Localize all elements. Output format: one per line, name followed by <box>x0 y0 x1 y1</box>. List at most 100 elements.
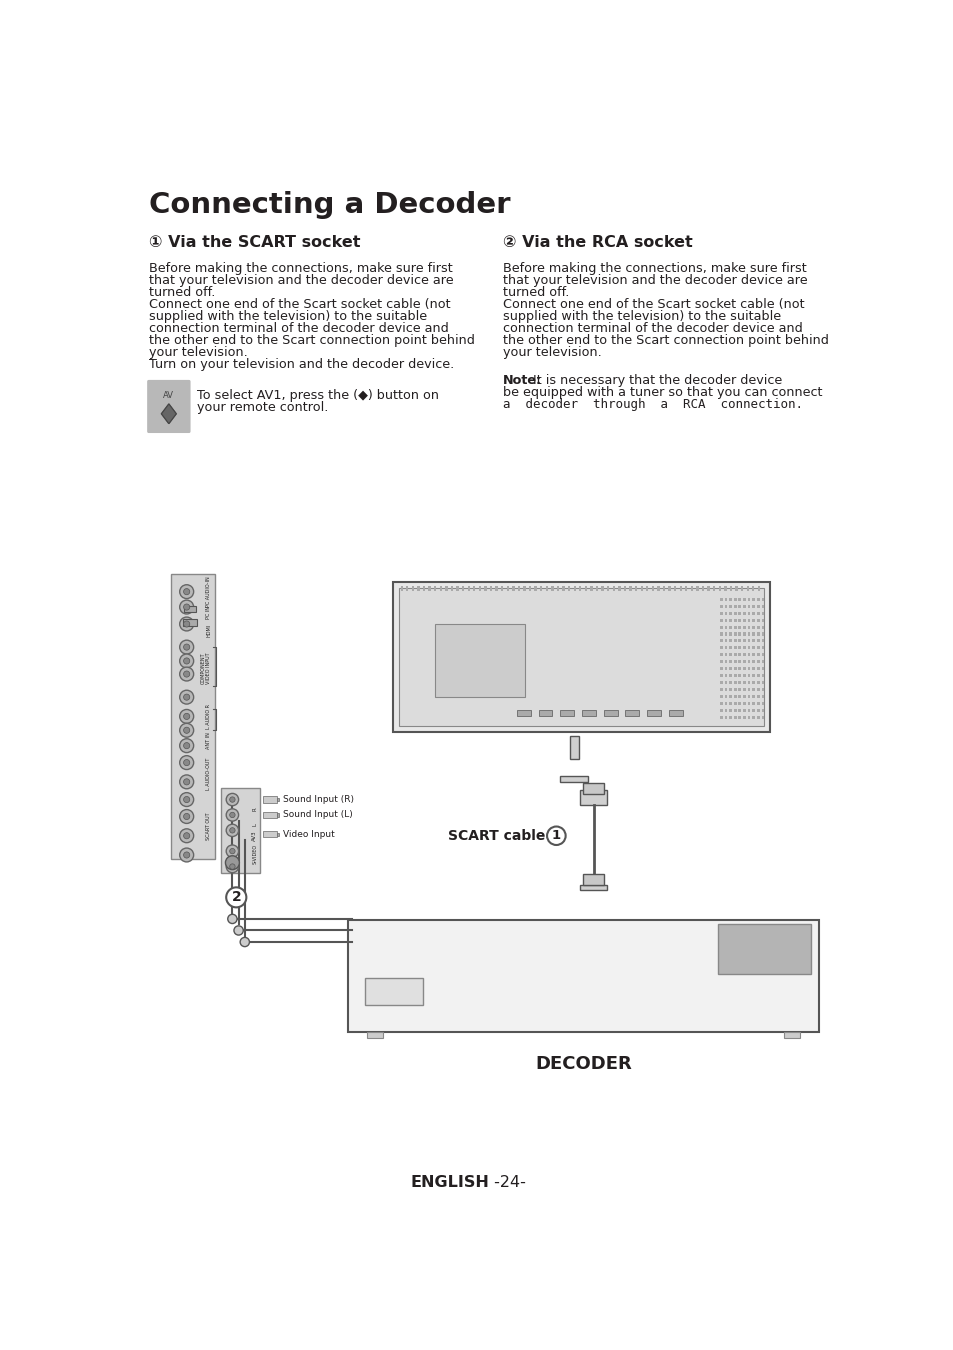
Bar <box>757 667 759 670</box>
Bar <box>757 702 759 705</box>
Bar <box>757 695 759 698</box>
Bar <box>733 632 736 636</box>
Circle shape <box>183 814 190 819</box>
Bar <box>747 605 750 608</box>
Bar <box>701 586 703 591</box>
Bar <box>262 811 276 818</box>
Bar <box>720 709 721 711</box>
Bar <box>723 640 726 643</box>
Bar <box>757 640 759 643</box>
Bar <box>262 832 276 837</box>
Bar <box>760 716 763 718</box>
Circle shape <box>179 585 193 598</box>
Text: ANT IN: ANT IN <box>206 733 212 749</box>
Circle shape <box>226 845 238 857</box>
Bar <box>673 586 676 591</box>
Bar <box>439 586 441 591</box>
Bar <box>742 640 745 643</box>
Bar <box>435 624 524 697</box>
Bar <box>757 680 759 684</box>
Circle shape <box>183 694 190 701</box>
Circle shape <box>230 848 234 853</box>
Bar <box>757 716 759 718</box>
Bar <box>367 1033 382 1038</box>
Bar <box>760 667 763 670</box>
Bar <box>707 586 709 591</box>
Bar <box>757 653 759 656</box>
Circle shape <box>183 657 190 664</box>
Bar <box>723 716 726 718</box>
Bar <box>742 660 745 663</box>
Bar <box>752 667 755 670</box>
Bar <box>728 702 731 705</box>
Bar <box>183 606 195 613</box>
Bar <box>517 586 519 591</box>
Bar <box>757 709 759 711</box>
Bar <box>723 695 726 698</box>
Bar <box>679 586 681 591</box>
Circle shape <box>183 728 190 733</box>
Bar <box>733 612 736 614</box>
Bar <box>738 695 740 698</box>
Circle shape <box>179 667 193 680</box>
Bar <box>747 618 750 622</box>
Bar <box>752 598 755 601</box>
Bar <box>728 660 731 663</box>
Bar <box>723 605 726 608</box>
Text: Note:: Note: <box>502 374 541 386</box>
Bar <box>398 587 763 726</box>
Text: HDMI: HDMI <box>206 624 212 637</box>
Text: turned off.: turned off. <box>149 286 214 298</box>
Bar <box>489 586 492 591</box>
Bar <box>428 586 431 591</box>
Bar <box>567 586 570 591</box>
Bar <box>635 586 637 591</box>
Bar <box>478 586 480 591</box>
Bar <box>728 647 731 649</box>
Bar <box>738 660 740 663</box>
Bar <box>747 632 750 636</box>
Circle shape <box>179 756 193 770</box>
Bar <box>406 586 408 591</box>
Circle shape <box>230 864 234 869</box>
Circle shape <box>233 926 243 936</box>
Bar <box>752 660 755 663</box>
Bar <box>760 688 763 691</box>
Text: It is necessary that the decoder device: It is necessary that the decoder device <box>529 374 781 386</box>
Bar <box>733 653 736 656</box>
Bar <box>545 586 547 591</box>
Bar <box>645 586 648 591</box>
Bar <box>738 667 740 670</box>
Text: the other end to the Scart connection point behind: the other end to the Scart connection po… <box>149 333 474 347</box>
Bar <box>728 640 731 643</box>
Text: AV: AV <box>163 390 174 400</box>
Circle shape <box>183 644 190 651</box>
Bar <box>747 702 750 705</box>
Bar <box>733 695 736 698</box>
Bar <box>456 586 458 591</box>
Text: your remote control.: your remote control. <box>196 401 328 414</box>
Bar <box>733 667 736 670</box>
Text: ① Via the SCART socket: ① Via the SCART socket <box>149 235 360 250</box>
Bar <box>757 688 759 691</box>
Bar <box>578 586 580 591</box>
Bar <box>690 586 692 591</box>
Bar <box>738 716 740 718</box>
Bar <box>639 586 642 591</box>
Bar <box>742 716 745 718</box>
Bar <box>752 625 755 629</box>
Bar <box>746 586 748 591</box>
Bar <box>445 586 447 591</box>
Circle shape <box>179 710 193 724</box>
Bar <box>434 586 436 591</box>
Circle shape <box>179 792 193 806</box>
Bar <box>760 640 763 643</box>
Bar <box>747 625 750 629</box>
Bar <box>600 586 603 591</box>
Bar <box>757 605 759 608</box>
Bar <box>757 660 759 663</box>
Bar <box>590 586 592 591</box>
Text: Video Input: Video Input <box>282 830 335 838</box>
Text: -24-: -24- <box>488 1176 525 1191</box>
Bar <box>752 605 755 608</box>
